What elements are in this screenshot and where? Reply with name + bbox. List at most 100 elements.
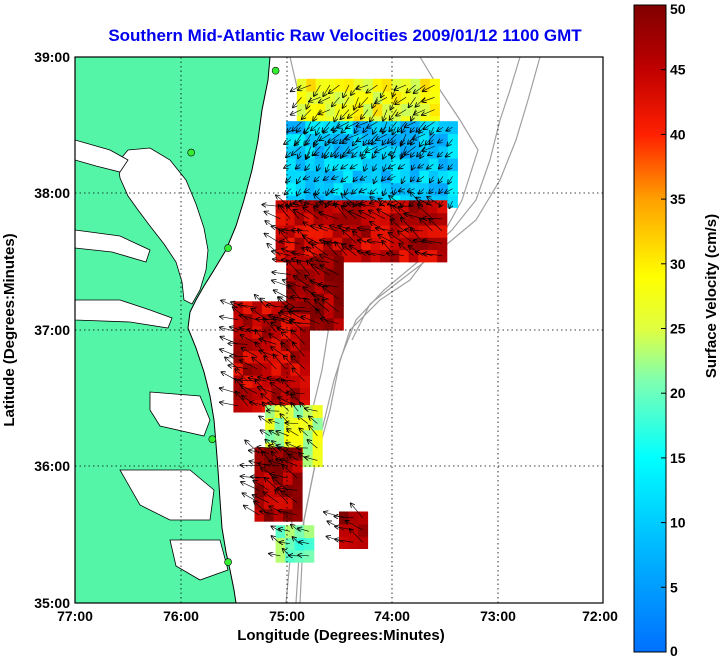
heatmap-cell — [418, 224, 429, 238]
velocity-arrow — [242, 348, 258, 357]
heatmap-cell — [427, 237, 438, 251]
heatmap-cell — [242, 350, 253, 364]
velocity-arrow — [447, 139, 453, 146]
heatmap-cell — [314, 170, 325, 184]
velocity-arrow — [372, 139, 377, 145]
heatmap-cell — [380, 237, 391, 251]
heatmap-cell — [292, 496, 303, 510]
velocity-arrow — [294, 210, 310, 220]
velocity-arrow — [395, 97, 407, 104]
velocity-arrow — [376, 133, 388, 140]
velocity-arrow — [321, 319, 339, 325]
heatmap-cell — [299, 375, 310, 388]
velocity-vectors — [220, 84, 453, 556]
heatmap-cell — [299, 362, 310, 376]
velocity-arrow — [334, 516, 354, 517]
heatmap-cell — [437, 224, 448, 238]
heatmap-cell — [271, 325, 282, 339]
heatmap-cell — [299, 301, 310, 315]
heatmap-cell — [274, 429, 285, 443]
velocity-arrow — [312, 293, 330, 300]
heatmap-cell — [314, 268, 325, 282]
heatmap-cell — [332, 224, 343, 238]
velocity-arrow — [235, 369, 248, 382]
heatmap-cell — [295, 293, 306, 306]
velocity-arrow — [292, 230, 309, 231]
heatmap-cell — [427, 212, 438, 226]
velocity-arrow — [291, 356, 305, 370]
heatmap-cell — [254, 496, 265, 510]
colorbar — [633, 4, 667, 653]
velocity-arrow — [221, 337, 239, 345]
heatmap-cell — [283, 496, 294, 510]
heatmap-cell — [447, 158, 458, 171]
heatmap-cell — [371, 182, 382, 196]
velocity-arrow — [395, 84, 407, 90]
velocity-arrow — [405, 121, 416, 127]
heatmap-cell — [381, 182, 392, 196]
heatmap-cell — [339, 536, 350, 549]
velocity-arrow — [358, 204, 376, 206]
heatmap-cell — [438, 145, 449, 159]
velocity-arrow — [357, 133, 369, 141]
velocity-arrow — [389, 121, 397, 131]
heatmap-cell — [292, 447, 303, 461]
heatmap-cell — [437, 237, 448, 251]
velocity-arrow — [332, 127, 339, 130]
heatmap-cell — [275, 537, 286, 551]
heatmap-cell — [233, 399, 244, 413]
heatmap-cell — [352, 133, 363, 147]
velocity-arrow — [317, 164, 319, 170]
velocity-arrow — [253, 495, 269, 503]
velocity-arrow — [319, 213, 338, 220]
velocity-arrow — [380, 127, 387, 131]
velocity-arrow — [438, 140, 444, 143]
velocity-arrow — [331, 189, 339, 192]
velocity-arrow — [324, 127, 330, 133]
velocity-arrow — [297, 188, 301, 196]
heatmap-cell — [390, 121, 401, 135]
heatmap-cell — [305, 182, 316, 196]
heatmap-cell — [447, 121, 458, 135]
heatmap-cell — [285, 537, 296, 551]
velocity-arrow — [359, 97, 369, 107]
velocity-arrow — [253, 481, 269, 491]
velocity-arrow — [298, 555, 309, 556]
heatmap-cell — [303, 405, 314, 418]
heatmap-cell — [304, 224, 315, 238]
heatmap-cell — [315, 91, 326, 104]
heatmap-cell — [312, 454, 323, 468]
velocity-arrow — [293, 343, 305, 357]
velocity-arrow — [309, 426, 318, 436]
velocity-arrow — [399, 189, 406, 192]
heatmap-cell — [401, 91, 412, 104]
heatmap-cell — [280, 387, 291, 401]
heatmap-cell — [305, 256, 316, 270]
heatmap-cell — [261, 387, 272, 401]
velocity-arrow — [409, 200, 415, 206]
heatmap-cell — [344, 91, 355, 104]
heatmap-cell — [381, 121, 392, 135]
heatmap-cell — [283, 508, 294, 522]
velocity-arrow — [260, 511, 279, 516]
heatmap-cell — [351, 237, 362, 251]
velocity-arrow — [383, 109, 388, 121]
heatmap-cell — [242, 362, 253, 376]
heatmap-cell — [333, 280, 344, 294]
velocity-arrow — [297, 127, 301, 132]
heatmap-cell — [271, 301, 282, 315]
plot-area — [75, 57, 603, 603]
heatmap-cell — [252, 301, 263, 315]
heatmap-cell — [325, 103, 336, 117]
velocity-arrow — [297, 260, 311, 275]
y-axis-ticks: 39:00 38:00 37:00 36:00 35:00 — [34, 49, 70, 611]
velocity-arrow — [309, 417, 318, 424]
velocity-arrow — [446, 151, 453, 157]
heatmap-cell — [312, 441, 323, 455]
velocity-arrow — [292, 330, 305, 345]
heatmap-cell — [275, 249, 286, 263]
velocity-arrow — [265, 234, 281, 244]
velocity-arrow — [405, 146, 416, 154]
velocity-arrow — [292, 146, 302, 155]
velocity-arrow — [382, 241, 395, 256]
